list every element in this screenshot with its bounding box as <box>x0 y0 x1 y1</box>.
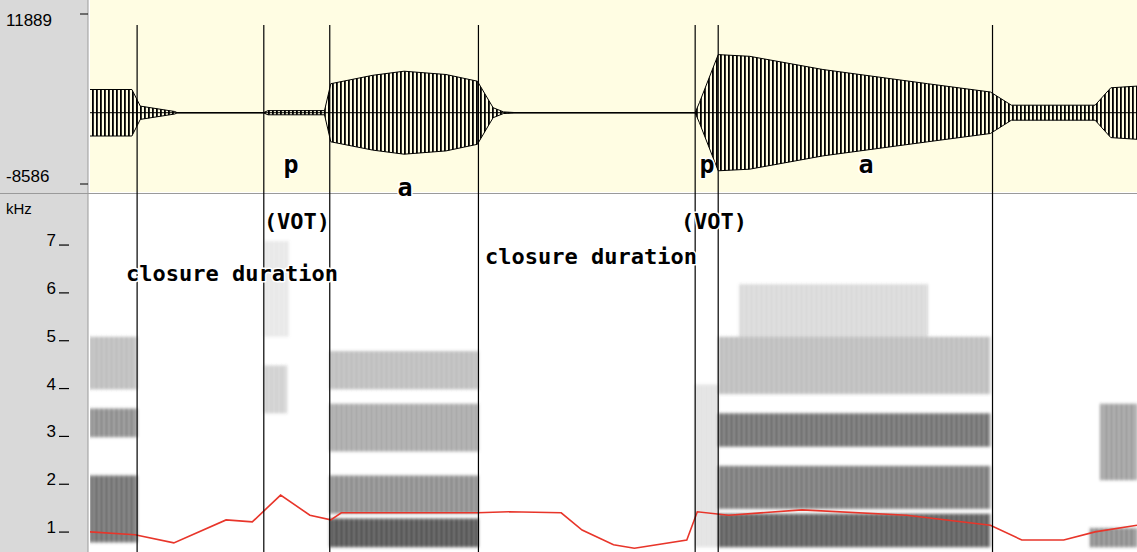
tick <box>80 14 88 15</box>
energy-band <box>1100 404 1137 481</box>
energy-band <box>90 408 137 437</box>
column-border <box>88 0 89 552</box>
energy-band <box>739 284 927 337</box>
energy-band <box>264 241 289 337</box>
energy-band <box>330 404 479 452</box>
energy-band <box>330 351 479 389</box>
annotation: (VOT) <box>681 209 747 234</box>
waveform-panel <box>90 0 1137 192</box>
spectrogram-panel <box>90 195 1137 552</box>
energy-band <box>90 337 137 390</box>
spectrogram <box>90 241 1137 548</box>
segment-boundary <box>263 25 264 552</box>
waveform-fill <box>90 55 1137 171</box>
tick <box>80 184 88 185</box>
tick-label: 4 <box>47 375 56 394</box>
segment-boundary <box>695 25 696 552</box>
tick <box>59 388 69 389</box>
waveform-lower <box>90 113 1137 171</box>
waveform-upper <box>90 55 1137 113</box>
annotation: p <box>699 150 714 179</box>
segment-boundary <box>137 25 138 552</box>
energy-band <box>718 413 990 446</box>
segment-boundary <box>329 25 330 552</box>
tick <box>59 436 69 437</box>
annotation: p <box>283 150 298 179</box>
tick <box>59 531 69 532</box>
tick <box>59 340 69 341</box>
pitch-track <box>90 495 1137 548</box>
annotation: closure duration <box>485 244 697 269</box>
energy-band <box>264 365 287 413</box>
annotation: (VOT) <box>264 209 330 234</box>
segment-boundary <box>992 25 993 552</box>
annotation: closure duration <box>126 261 338 286</box>
tick-label: 7 <box>47 231 56 250</box>
axis-label: kHz <box>6 200 32 217</box>
tick-label: 2 <box>47 470 56 489</box>
energy-band <box>718 337 990 394</box>
segment-boundary <box>718 25 719 552</box>
energy-band <box>330 475 479 513</box>
energy-band <box>718 466 990 509</box>
energy-group <box>90 241 1137 547</box>
tick <box>59 292 69 293</box>
background <box>0 0 1137 552</box>
label-column <box>0 0 88 552</box>
zero-line <box>90 112 1137 113</box>
tick-label: 6 <box>47 279 56 298</box>
tick-label: 5 <box>47 327 56 346</box>
tick <box>59 244 69 245</box>
annotation: a <box>858 150 873 179</box>
tick-label: 11889 <box>6 11 52 30</box>
tick-label: 1 <box>47 518 56 537</box>
annotation: a <box>397 173 412 202</box>
waveform <box>90 55 1137 171</box>
tick-label: -8586 <box>6 167 49 186</box>
energy-band <box>330 519 479 548</box>
tick-label: 3 <box>47 422 56 441</box>
panel-border <box>0 193 1137 194</box>
tick <box>59 484 69 485</box>
energy-band <box>695 385 718 548</box>
segment-boundary <box>478 25 479 552</box>
figure: 11889 -8586 kHz 1 2 3 4 5 6 7 p a (VOT) closure durat… <box>0 0 1137 552</box>
energy-band <box>718 514 990 547</box>
